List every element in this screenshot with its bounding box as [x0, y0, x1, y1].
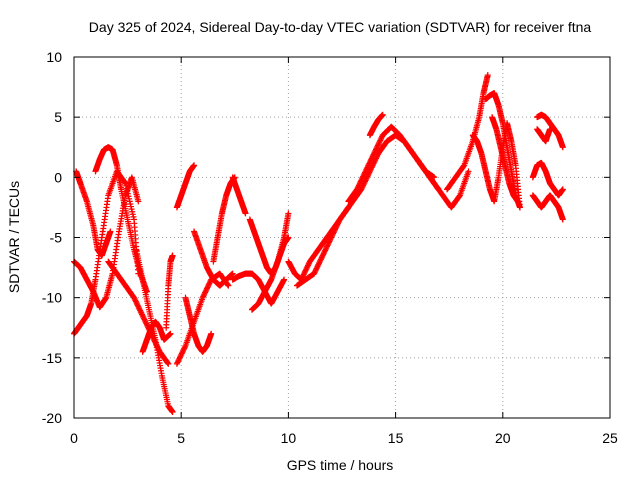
- data-point: [164, 359, 171, 366]
- data-point: [167, 330, 174, 337]
- data-point: [242, 210, 249, 217]
- data-point: [208, 330, 215, 337]
- y-tick-label: -10: [42, 290, 62, 306]
- data-point: [559, 144, 566, 151]
- data-point: [281, 276, 288, 283]
- data-points: [71, 72, 566, 415]
- y-tick-label: 0: [54, 169, 62, 185]
- data-point: [135, 198, 142, 205]
- data-point: [379, 111, 386, 118]
- data-point: [191, 162, 198, 169]
- data-point: [169, 408, 176, 415]
- x-tick-label: 0: [70, 430, 78, 446]
- y-tick-label: 5: [54, 109, 62, 125]
- data-point: [181, 344, 188, 351]
- data-point: [107, 228, 114, 235]
- data-point: [229, 270, 236, 277]
- data-point: [165, 360, 172, 367]
- data-point: [484, 72, 491, 79]
- data-point: [546, 126, 553, 133]
- y-axis-label: SDTVAR / TECUs: [6, 181, 22, 293]
- y-tick-label: -15: [42, 350, 62, 366]
- x-tick-label: 20: [495, 430, 511, 446]
- data-point: [224, 281, 231, 288]
- axis-ticks: 0 5 10 15 20 25 -20 -15 -10 -5 0 5 10: [42, 49, 618, 446]
- plot-frame: [73, 56, 611, 419]
- data-point: [559, 186, 566, 193]
- data-point: [516, 204, 523, 211]
- data-point: [559, 216, 566, 223]
- x-tick-label: 25: [602, 430, 618, 446]
- x-axis-label: GPS time / hours: [287, 457, 394, 473]
- data-point: [344, 205, 351, 212]
- y-tick-label: 10: [46, 49, 62, 65]
- data-point: [514, 198, 521, 205]
- chart-title: Day 325 of 2024, Sidereal Day-to-day VTE…: [89, 19, 592, 35]
- data-point: [345, 204, 352, 211]
- data-point: [225, 282, 232, 289]
- y-tick-label: -20: [42, 410, 62, 426]
- data-point: [169, 252, 176, 259]
- x-tick-label: 10: [281, 430, 297, 446]
- x-tick-label: 15: [388, 430, 404, 446]
- x-tick-label: 5: [177, 430, 185, 446]
- data-point: [465, 168, 472, 175]
- grid-lines: [74, 57, 610, 418]
- data-point: [285, 210, 292, 217]
- y-tick-label: -5: [50, 230, 63, 246]
